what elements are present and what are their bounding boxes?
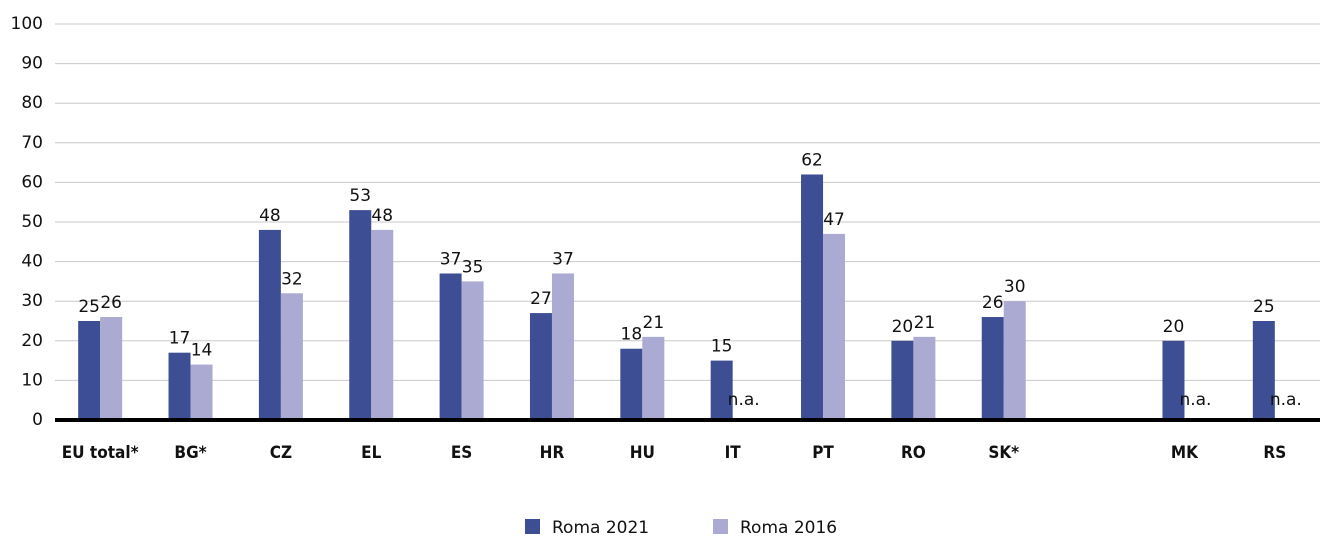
x-tick-label: EU total* (62, 443, 139, 463)
bar (371, 229, 394, 420)
bar (642, 336, 665, 420)
legend-swatch (713, 519, 728, 534)
data-label: 48 (371, 206, 393, 226)
data-label: 21 (643, 313, 665, 333)
x-tick-label: HR (540, 443, 565, 463)
bar (349, 210, 372, 420)
bar (280, 293, 303, 420)
data-label: 37 (440, 249, 462, 269)
y-tick-label: 80 (21, 93, 43, 113)
data-label: 26 (100, 293, 122, 313)
bar (190, 364, 213, 420)
data-label: n.a. (1179, 390, 1211, 410)
x-tick-label: MK (1171, 443, 1199, 463)
bar (620, 348, 643, 420)
bar (1252, 321, 1275, 420)
data-label: 37 (552, 249, 574, 269)
data-label: 48 (259, 206, 281, 226)
x-tick-label: CZ (270, 443, 292, 463)
x-tick-label: PT (812, 443, 834, 463)
bar (258, 229, 281, 420)
x-tick-label: SK* (988, 443, 1019, 463)
data-label: 21 (914, 313, 936, 333)
bar (710, 360, 733, 420)
bar (168, 352, 191, 420)
bar (891, 340, 914, 420)
data-label: 35 (462, 257, 484, 277)
data-label: 14 (191, 341, 213, 361)
bar (439, 273, 462, 420)
y-tick-label: 50 (21, 212, 43, 232)
bar (1003, 301, 1026, 420)
data-label: 53 (349, 186, 371, 206)
y-tick-label: 70 (21, 133, 43, 153)
data-label: 62 (801, 150, 823, 170)
legend-label: Roma 2016 (740, 518, 837, 538)
data-label: 27 (530, 289, 552, 309)
bar (913, 336, 936, 420)
legend-swatch (525, 519, 540, 534)
y-tick-label: 20 (21, 331, 43, 351)
bar (529, 313, 552, 420)
data-label: n.a. (1270, 390, 1302, 410)
data-label: 17 (169, 329, 191, 349)
bar (1162, 340, 1185, 420)
x-tick-label: BG* (174, 443, 206, 463)
bar (551, 273, 574, 420)
data-label: 18 (621, 325, 643, 345)
bar (981, 317, 1004, 420)
data-label: 15 (711, 337, 733, 357)
bar (823, 233, 846, 420)
data-label: 25 (78, 297, 100, 317)
data-label: 25 (1253, 297, 1275, 317)
data-label: n.a. (728, 390, 760, 410)
y-tick-label: 0 (32, 410, 43, 430)
x-tick-label: ES (451, 443, 472, 463)
data-label: 47 (823, 210, 845, 230)
x-tick-label: RO (901, 443, 926, 463)
x-tick-label: IT (725, 443, 742, 463)
x-tick-label: RS (1263, 443, 1286, 463)
data-label: 30 (1004, 277, 1026, 297)
x-tick-label: EL (361, 443, 381, 463)
y-tick-label: 90 (21, 54, 43, 74)
bar (461, 281, 484, 420)
bar (100, 317, 123, 420)
y-tick-label: 100 (11, 14, 43, 34)
data-label: 20 (892, 317, 914, 337)
y-tick-label: 30 (21, 291, 43, 311)
data-label: 20 (1163, 317, 1185, 337)
bar (78, 321, 101, 420)
bar (801, 174, 824, 420)
y-tick-label: 60 (21, 172, 43, 192)
data-label: 26 (982, 293, 1004, 313)
y-tick-label: 40 (21, 252, 43, 272)
y-tick-label: 10 (21, 370, 43, 390)
legend-label: Roma 2021 (552, 518, 649, 538)
data-label: 32 (281, 269, 303, 289)
x-tick-label: HU (630, 443, 655, 463)
